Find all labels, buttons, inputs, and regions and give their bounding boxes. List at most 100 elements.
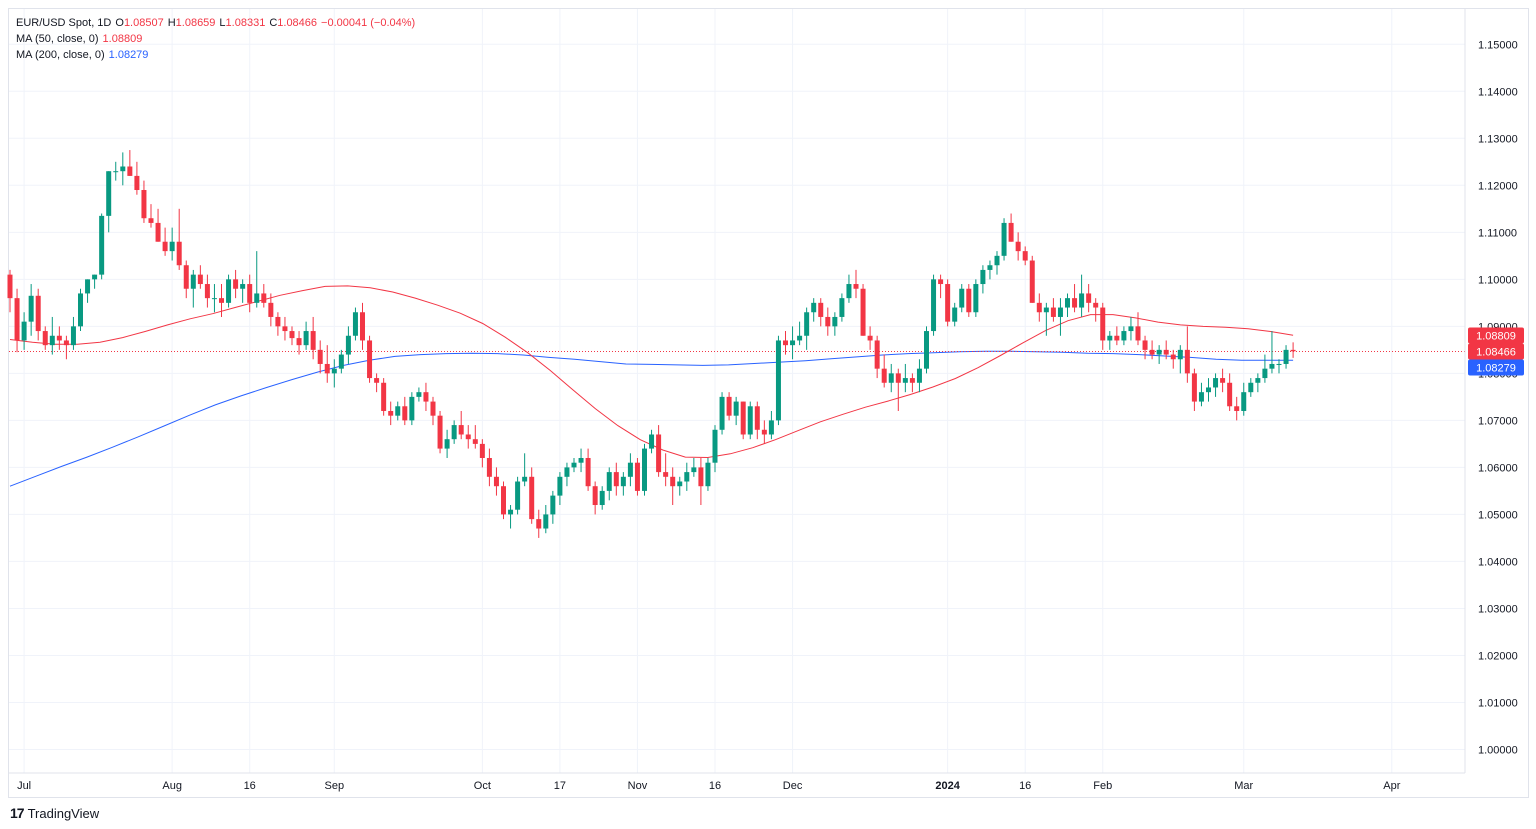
candle-body	[613, 472, 619, 487]
candle-body	[303, 331, 309, 346]
legend-symbol[interactable]: EUR/USD Spot, 1D	[16, 17, 112, 29]
candle-body	[966, 288, 972, 313]
candle-body	[240, 284, 246, 289]
candle-body	[127, 166, 133, 176]
candle-body	[486, 457, 492, 477]
x-tick-label: Oct	[474, 780, 491, 792]
candle	[550, 490, 556, 524]
legend: EUR/USD Spot, 1D O1.08507 H1.08659 L1.08331…	[16, 15, 419, 63]
tradingview-logo-icon: 17	[10, 805, 25, 821]
candle-body	[515, 481, 521, 510]
candle-body	[444, 439, 450, 449]
candle	[352, 307, 358, 341]
candle	[642, 443, 647, 496]
candle	[1234, 396, 1240, 421]
candle	[536, 509, 542, 538]
legend-open-label: O	[115, 17, 124, 29]
candle	[1072, 284, 1078, 313]
candle	[310, 316, 316, 360]
candle-body	[1022, 251, 1028, 261]
candle	[825, 307, 831, 336]
brand-name: TradingView	[27, 805, 100, 821]
candle	[924, 326, 929, 374]
candle-body	[1156, 349, 1162, 355]
candle-body	[78, 293, 83, 327]
candle	[1050, 298, 1056, 322]
candle	[211, 284, 217, 313]
candle	[1036, 293, 1042, 322]
legend-ma50-label[interactable]: MA (50, close, 0)	[16, 33, 99, 45]
candle-body	[176, 241, 182, 266]
price-label-box	[1468, 327, 1524, 344]
candle	[1227, 373, 1233, 411]
y-axis[interactable]: 1.15000 1.14000 1.13000 1.12000 1.11000 1.100…	[1464, 9, 1518, 773]
candle-body	[7, 274, 13, 299]
candle	[1100, 302, 1106, 350]
x-axis[interactable]: Jul Aug 16 Sep Oct 17 Nov 16 Dec 2024 16 Feb Mar Apr	[9, 772, 1465, 792]
candle	[599, 486, 605, 510]
candle-body	[987, 265, 993, 270]
candle	[966, 284, 972, 317]
candle	[437, 410, 443, 454]
candle	[317, 340, 323, 374]
candle	[204, 274, 210, 308]
legend-low: 1.08331	[225, 17, 266, 29]
y-tick-label: 1.07000	[1478, 415, 1518, 427]
tradingview-brand[interactable]: 17 TradingView	[10, 805, 99, 821]
candle-body	[134, 175, 140, 191]
candle-body	[148, 218, 154, 223]
x-tick-label: 16	[1019, 780, 1031, 792]
legend-close: 1.08466	[277, 17, 318, 29]
candle-body	[726, 396, 732, 416]
candle	[1065, 293, 1070, 317]
candle	[338, 349, 344, 374]
candle	[275, 312, 281, 336]
candle	[63, 335, 69, 360]
candle	[21, 312, 27, 350]
x-tick-label: 2024	[935, 780, 960, 792]
candle	[585, 448, 591, 491]
candle-body	[197, 274, 203, 285]
candle-body	[832, 316, 838, 327]
candle	[508, 505, 514, 529]
candle-body	[233, 279, 239, 289]
ma200-path	[9, 350, 1294, 487]
candle-body	[1107, 335, 1113, 341]
y-tick-label: 1.01000	[1478, 697, 1518, 709]
legend-ma200-label[interactable]: MA (200, close, 0)	[16, 49, 105, 61]
candle-body	[1036, 302, 1042, 313]
price-label-ma-50: 1.08809	[1468, 327, 1524, 344]
candle	[529, 467, 535, 524]
candle-body	[881, 368, 887, 383]
candle-body	[162, 241, 168, 252]
candle-body	[1248, 382, 1254, 393]
candle	[56, 326, 62, 350]
candle-body	[1057, 307, 1063, 317]
candle	[783, 331, 788, 355]
candle	[1248, 378, 1254, 397]
candle	[846, 274, 852, 303]
candle-body	[606, 472, 612, 491]
candle-body	[959, 288, 965, 308]
candle-body	[451, 425, 457, 440]
candle-body	[367, 340, 373, 379]
candle-body	[1177, 349, 1183, 360]
candle-body	[1065, 298, 1070, 308]
candle	[1142, 335, 1148, 360]
y-tick-label: 1.12000	[1478, 180, 1518, 192]
candle	[1191, 368, 1197, 411]
candle-body	[204, 284, 210, 299]
candle-body	[994, 255, 1000, 266]
candle-body	[578, 457, 584, 463]
y-tick-label: 1.15000	[1478, 39, 1518, 51]
candle	[465, 425, 471, 449]
candle	[190, 269, 196, 308]
candle-body	[620, 476, 626, 487]
candle-body	[1128, 326, 1134, 332]
ma200-line	[9, 350, 1294, 487]
candle	[853, 269, 859, 299]
candle-body	[430, 401, 436, 416]
x-tick-label: Apr	[1383, 780, 1400, 792]
candle-body	[1079, 293, 1085, 308]
